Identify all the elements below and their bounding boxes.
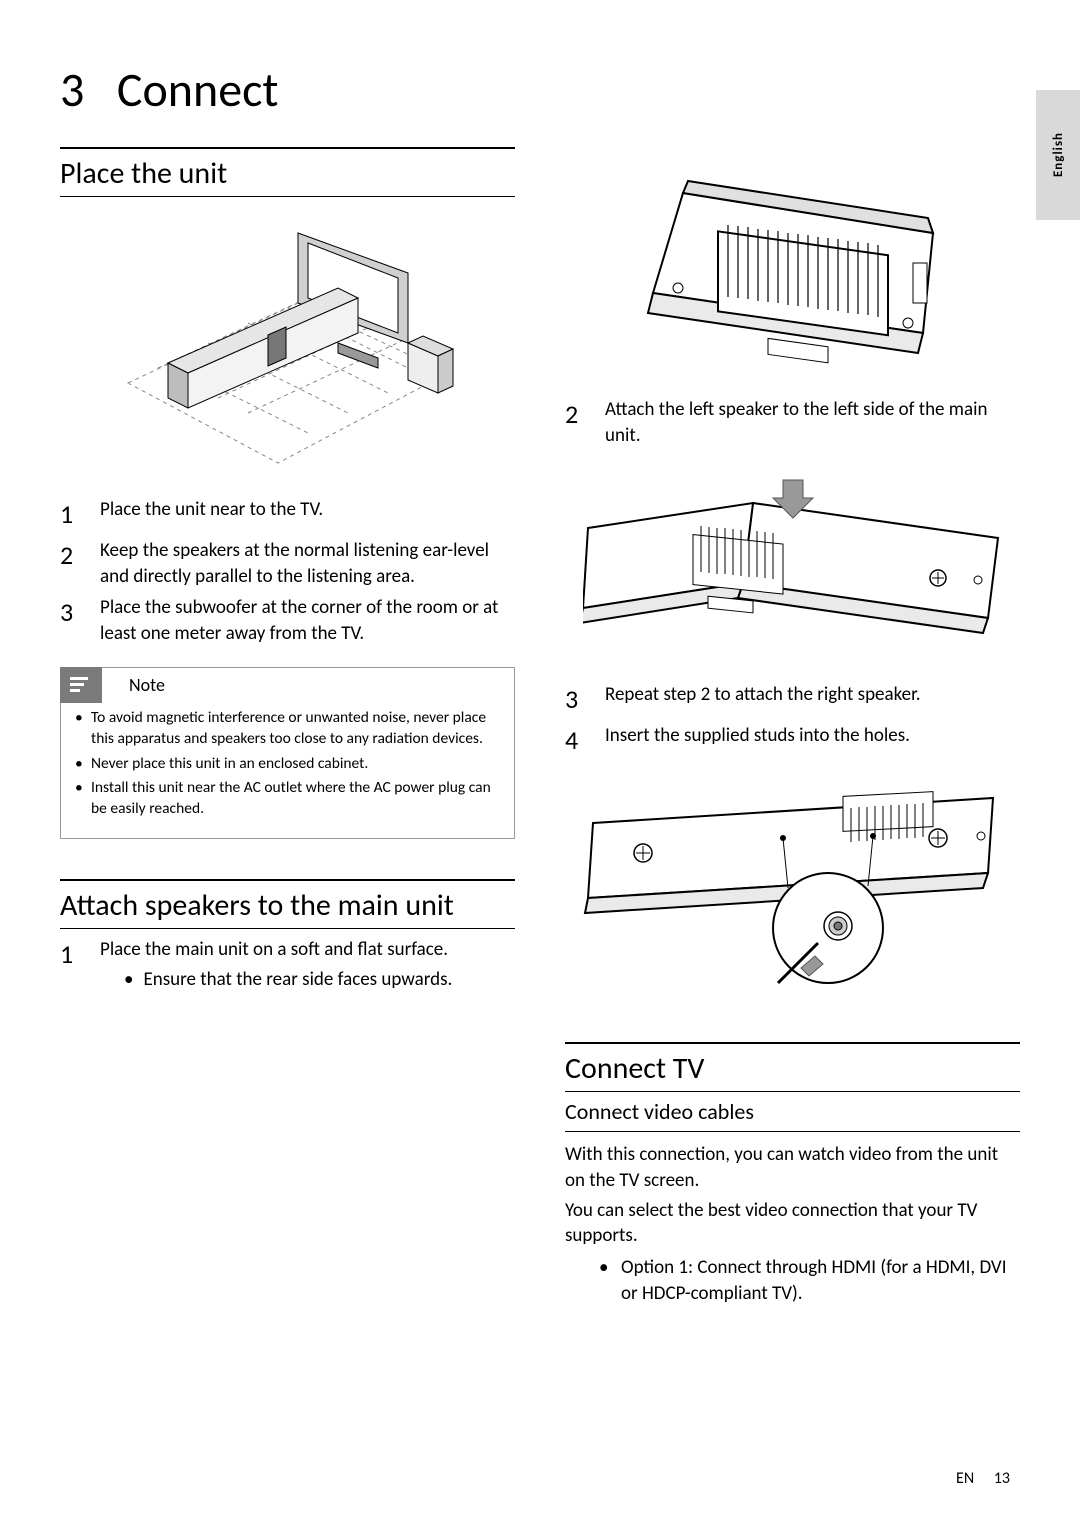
note-item: To avoid magnetic interference or unwant… <box>75 708 500 750</box>
step-number: 1 <box>60 937 100 972</box>
footer-page-number: 13 <box>994 1469 1010 1488</box>
step-sub-item: Ensure that the rear side faces upwards. <box>124 967 515 993</box>
right-column: 2Attach the left speaker to the left sid… <box>565 147 1020 1306</box>
page-footer: EN 13 <box>956 1469 1010 1488</box>
steps-place-unit: 1Place the unit near to the TV. 2Keep th… <box>60 497 515 647</box>
steps-attach-left-speaker: 2Attach the left speaker to the left sid… <box>565 397 1020 448</box>
step-item: 3Repeat step 2 to attach the right speak… <box>565 682 1020 717</box>
subsection-title-video-cables: Connect video cables <box>565 1098 1020 1132</box>
step-text: Place the main unit on a soft and flat s… <box>100 937 515 992</box>
step-item: 2Attach the left speaker to the left sid… <box>565 397 1020 448</box>
section-rule <box>565 1042 1020 1044</box>
steps-attach-right-and-studs: 3Repeat step 2 to attach the right speak… <box>565 682 1020 758</box>
section-rule <box>60 879 515 881</box>
paragraph: You can select the best video connection… <box>565 1198 1020 1249</box>
step-text: Repeat step 2 to attach the right speake… <box>605 682 1020 708</box>
section-title-connect-tv: Connect TV <box>565 1050 1020 1087</box>
page-columns: Place the unit <box>60 147 1020 1306</box>
step-item: 2Keep the speakers at the normal listeni… <box>60 538 515 589</box>
step-text: Insert the supplied studs into the holes… <box>605 723 1020 749</box>
steps-attach-speakers: 1 Place the main unit on a soft and flat… <box>60 937 515 992</box>
left-column: Place the unit <box>60 147 515 1306</box>
section-title-attach-speakers: Attach speakers to the main unit <box>60 887 515 924</box>
step-item: 1Place the unit near to the TV. <box>60 497 515 532</box>
step-number: 2 <box>565 397 605 432</box>
step-number: 1 <box>60 497 100 532</box>
figure-room-layout <box>60 213 515 473</box>
step-number: 2 <box>60 538 100 573</box>
step-text: Place the unit near to the TV. <box>100 497 515 523</box>
option-item: Option 1: Connect through HDMI (for a HD… <box>621 1255 1020 1306</box>
note-tab <box>60 667 102 703</box>
note-item: Install this unit near the AC outlet whe… <box>75 778 500 820</box>
section-rule <box>60 147 515 149</box>
language-tab: English <box>1036 90 1080 220</box>
figure-main-unit-rear <box>565 163 1020 373</box>
section-title-place-unit: Place the unit <box>60 155 515 192</box>
chapter-title: 3 Connect <box>60 60 1020 119</box>
step-number: 3 <box>565 682 605 717</box>
note-box: Note To avoid magnetic interference or u… <box>60 667 515 840</box>
note-icon <box>70 677 88 692</box>
section-rule <box>565 1091 1020 1092</box>
step-number: 4 <box>565 723 605 758</box>
step-main-text: Place the main unit on a soft and flat s… <box>100 938 448 961</box>
note-item: Never place this unit in an enclosed cab… <box>75 754 500 775</box>
paragraph: With this connection, you can watch vide… <box>565 1142 1020 1193</box>
option-list: Option 1: Connect through HDMI (for a HD… <box>565 1255 1020 1306</box>
section-rule <box>60 928 515 929</box>
note-label: Note <box>129 674 165 696</box>
chapter-name: Connect <box>117 60 279 119</box>
step-text: Place the subwoofer at the corner of the… <box>100 595 515 646</box>
figure-insert-studs <box>565 778 1020 998</box>
step-item: 1 Place the main unit on a soft and flat… <box>60 937 515 992</box>
step-text: Attach the left speaker to the left side… <box>605 397 1020 448</box>
step-sublist: Ensure that the rear side faces upwards. <box>100 967 515 993</box>
step-item: 4Insert the supplied studs into the hole… <box>565 723 1020 758</box>
step-text: Keep the speakers at the normal listenin… <box>100 538 515 589</box>
language-tab-label: English <box>1051 132 1066 177</box>
chapter-number: 3 <box>60 60 84 119</box>
step-number: 3 <box>60 595 100 630</box>
section-rule <box>60 196 515 197</box>
footer-lang: EN <box>956 1469 974 1488</box>
figure-attach-speaker <box>565 468 1020 658</box>
step-item: 3Place the subwoofer at the corner of th… <box>60 595 515 646</box>
note-list: To avoid magnetic interference or unwant… <box>75 708 500 821</box>
